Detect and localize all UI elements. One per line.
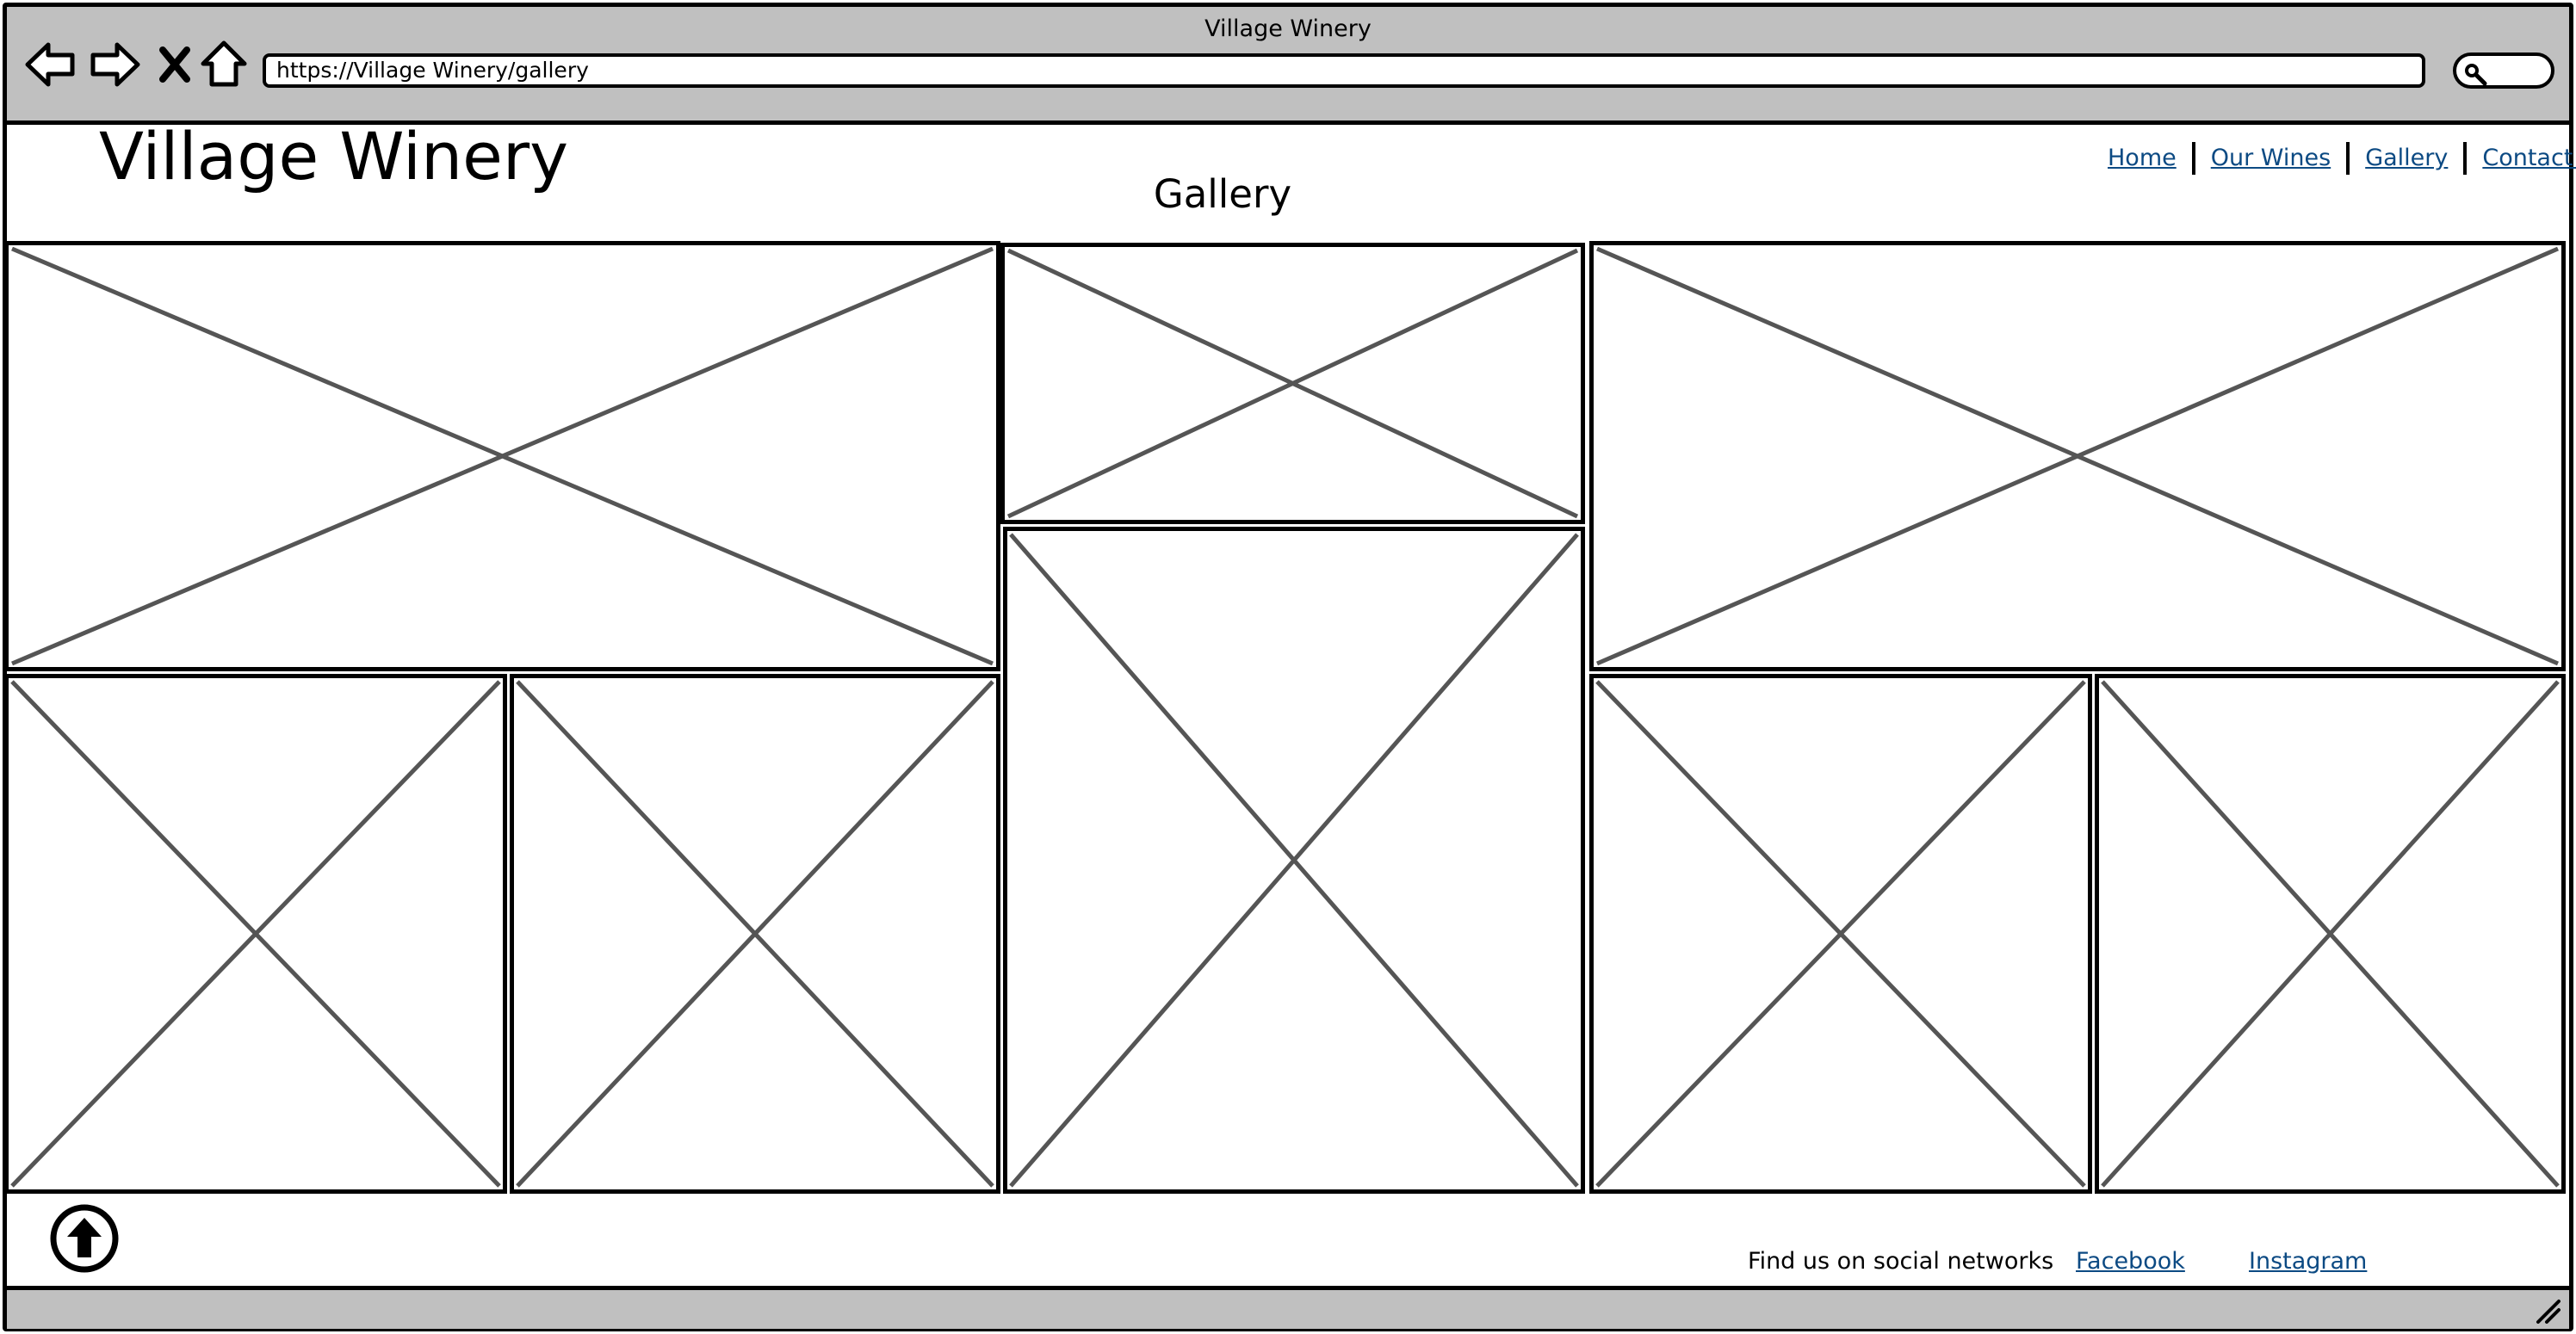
facebook-link[interactable]: Facebook: [2076, 1248, 2185, 1275]
gallery-image-placeholder[interactable]: [4, 241, 1000, 671]
nav-divider: [2191, 142, 2195, 175]
placeholder-diagonal: [1009, 533, 1579, 1188]
main-nav: Home Our Wines Gallery Contact Us: [2092, 138, 2576, 179]
nav-divider: [2346, 142, 2350, 175]
page-heading: Gallery: [1153, 171, 1292, 217]
gallery-image-placeholder[interactable]: [1000, 243, 1585, 524]
image-placeholder-cross: [10, 680, 501, 1188]
placeholder-diagonal: [11, 246, 994, 666]
nav-link-our-wines[interactable]: Our Wines: [2210, 145, 2331, 171]
image-placeholder-cross: [1596, 246, 2559, 666]
nav-link-contact-us[interactable]: Contact Us: [2482, 145, 2576, 171]
placeholder-diagonal: [1596, 246, 2559, 666]
gallery-image-placeholder[interactable]: [1003, 527, 1585, 1194]
url-bar[interactable]: https://Village Winery/gallery: [263, 53, 2425, 88]
gallery-image-placeholder[interactable]: [4, 674, 507, 1194]
placeholder-diagonal: [10, 680, 501, 1188]
nav-link-home[interactable]: Home: [2108, 145, 2177, 171]
close-x-icon[interactable]: [158, 34, 192, 95]
image-placeholder-cross: [1595, 680, 2086, 1188]
gallery-image-placeholder[interactable]: [1589, 674, 2092, 1194]
gallery-image-placeholder[interactable]: [1589, 241, 2566, 671]
image-placeholder-cross: [516, 680, 994, 1188]
placeholder-diagonal: [2101, 680, 2560, 1188]
home-icon[interactable]: [200, 34, 248, 95]
instagram-link[interactable]: Instagram: [2249, 1248, 2368, 1275]
arrow-up-circle-icon[interactable]: [48, 1202, 121, 1275]
nav-divider: [2463, 142, 2468, 175]
site-title[interactable]: Village Winery: [99, 118, 569, 195]
window-title: Village Winery: [1204, 15, 1372, 42]
placeholder-diagonal: [516, 680, 994, 1188]
resize-grip-icon[interactable]: [2535, 1298, 2561, 1324]
back-arrow-icon[interactable]: [24, 34, 77, 95]
gallery-image-placeholder[interactable]: [2095, 674, 2566, 1194]
image-placeholder-cross: [11, 246, 994, 666]
placeholder-diagonal: [1006, 248, 1579, 519]
nav-link-gallery[interactable]: Gallery: [2365, 145, 2449, 171]
forward-arrow-icon[interactable]: [88, 34, 141, 95]
search-icon[interactable]: [2461, 60, 2487, 86]
image-placeholder-cross: [1009, 533, 1579, 1188]
image-placeholder-cross: [1006, 248, 1579, 519]
gallery-image-placeholder[interactable]: [510, 674, 1000, 1194]
image-placeholder-cross: [2101, 680, 2560, 1188]
social-networks-text: Find us on social networks: [1748, 1248, 2054, 1275]
placeholder-diagonal: [1595, 680, 2086, 1188]
status-bar: [7, 1286, 2569, 1329]
